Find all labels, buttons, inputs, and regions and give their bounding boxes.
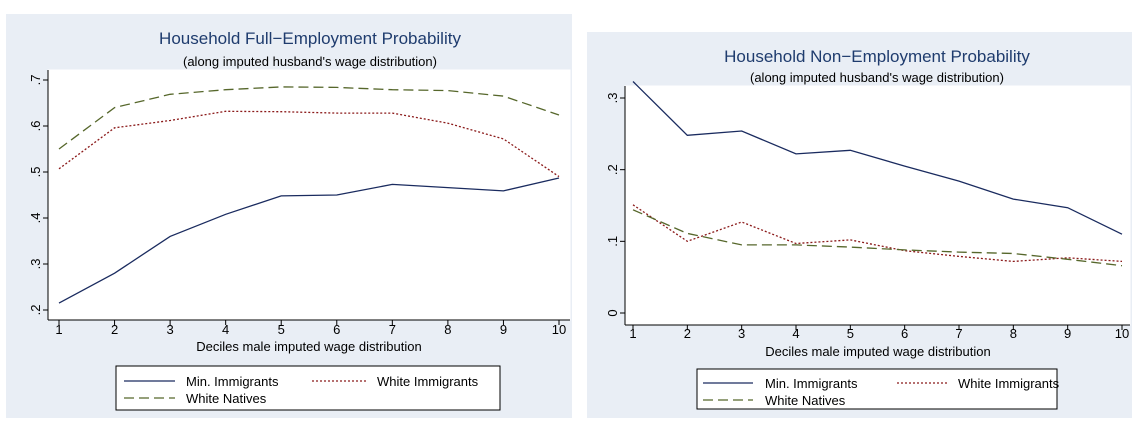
- full-employment-chart-panel: Household Full−Employment Probability (a…: [6, 14, 572, 418]
- series-line-white-natives: [632, 209, 1123, 267]
- y-tick-label: .2: [28, 305, 43, 316]
- x-tick-label: 4: [222, 322, 229, 337]
- x-tick-label: 9: [500, 322, 507, 337]
- x-tick-label: 1: [55, 322, 62, 337]
- series-line-min-immigrants: [632, 81, 1123, 235]
- x-tick-label: 7: [389, 322, 396, 337]
- y-tick-label: .7: [28, 75, 43, 86]
- chart-title: Household Full−Employment Probability: [159, 29, 461, 48]
- legend-item-white-immigrants: White Immigrants: [897, 376, 1060, 391]
- plot-area: [624, 85, 1131, 326]
- x-tick-label: 1: [629, 326, 636, 341]
- legend-box: [696, 368, 1058, 410]
- x-tick-label: 6: [901, 326, 908, 341]
- legend-item-white-natives: White Natives: [124, 391, 267, 406]
- chart-title: Household Non−Employment Probability: [724, 47, 1030, 66]
- x-tick-label: 8: [444, 322, 451, 337]
- x-tick-label: 2: [111, 322, 118, 337]
- x-tick-label: 6: [333, 322, 340, 337]
- x-tick-label: 10: [1115, 326, 1129, 341]
- y-tick-label: .2: [605, 164, 620, 175]
- y-tick-label: .4: [28, 213, 43, 224]
- y-tick-label: .5: [28, 167, 43, 178]
- x-tick-label: 4: [792, 326, 799, 341]
- x-axis-label: Deciles male imputed wage distribution: [765, 344, 990, 359]
- series-line-white-natives: [58, 86, 560, 150]
- x-tick-label: 5: [278, 322, 285, 337]
- legend-item-white-natives: White Natives: [703, 393, 846, 408]
- non-employment-chart: Household Non−Employment Probability (al…: [587, 32, 1132, 418]
- x-tick-label: 5: [847, 326, 854, 341]
- x-tick-label: 2: [684, 326, 691, 341]
- legend-label: Min. Immigrants: [186, 374, 279, 389]
- y-tick-label: .3: [28, 259, 43, 270]
- legend-label: Min. Immigrants: [765, 376, 858, 391]
- x-tick-label: 10: [552, 322, 566, 337]
- x-tick-label: 9: [1064, 326, 1071, 341]
- x-axis-label: Deciles male imputed wage distribution: [196, 339, 421, 354]
- y-tick-label: .6: [28, 121, 43, 132]
- legend-label: White Immigrants: [377, 374, 479, 389]
- series-line-white-immigrants: [58, 110, 560, 178]
- series-line-min-immigrants: [58, 177, 560, 304]
- legend-label: White Natives: [186, 391, 267, 406]
- full-employment-chart: Household Full−Employment Probability (a…: [6, 14, 572, 418]
- legend-item-min-immigrants: Min. Immigrants: [703, 376, 858, 391]
- x-tick-label: 3: [166, 322, 173, 337]
- legend-item-min-immigrants: Min. Immigrants: [124, 374, 279, 389]
- y-tick-label: 0: [605, 309, 620, 316]
- y-tick-label: .1: [605, 236, 620, 247]
- y-tick-label: .3: [605, 93, 620, 104]
- x-tick-label: 3: [738, 326, 745, 341]
- chart-subtitle: (along imputed husband's wage distributi…: [183, 54, 437, 69]
- non-employment-chart-panel: Household Non−Employment Probability (al…: [585, 0, 1133, 422]
- x-tick-label: 7: [955, 326, 962, 341]
- legend-item-white-immigrants: White Immigrants: [312, 374, 479, 389]
- x-tick-label: 8: [1010, 326, 1017, 341]
- legend-box: [115, 365, 501, 411]
- legend-label: White Natives: [765, 393, 846, 408]
- chart-subtitle: (along imputed husband's wage distributi…: [750, 70, 1004, 85]
- legend-label: White Immigrants: [958, 376, 1060, 391]
